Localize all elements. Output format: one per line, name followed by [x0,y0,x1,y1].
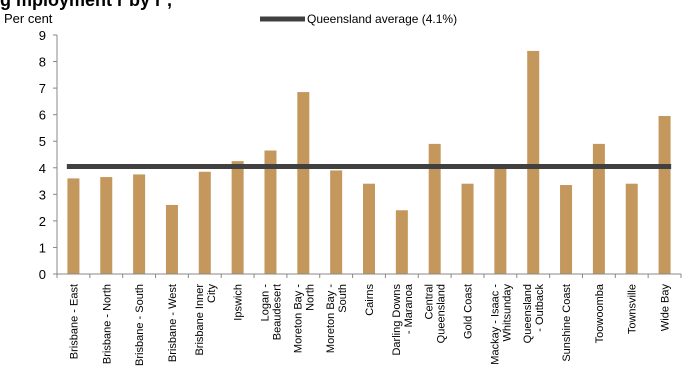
category-label-line: Toowoomba [594,283,606,343]
category-label: Moreton Bay - North [292,284,316,353]
category-label-line: Darling Downs [391,284,403,356]
category-label: Darling Downs - Maranoa [391,283,415,355]
y-tick-label: 6 [39,108,46,123]
bar [494,167,507,274]
bar [165,204,178,274]
bar [527,50,540,275]
category-label: Brisbane - North [101,284,113,364]
bar [560,185,573,274]
bar [198,171,211,274]
category-label: Ipswich [233,284,245,321]
category-label-line: Queensland [436,284,448,343]
bar [625,183,638,274]
category-label-line: North [304,284,316,311]
category-label: Queensland - Outback [522,284,546,344]
category-label-line: Beaudesert [271,284,283,340]
category-label-line: South [337,284,349,313]
bars [67,50,671,275]
y-axis: 0 1 2 3 4 5 6 7 8 9 [39,28,58,282]
bar [231,161,244,274]
bar [297,92,310,274]
category-label-line: Wide Bay [660,284,672,332]
bar [330,170,343,274]
bar [461,183,474,274]
category-label-line: Brisbane - West [167,284,179,362]
category-label-line: Mackay - Isaac - [489,284,501,365]
bar [100,177,113,274]
category-label: Moreton Bay - South [325,284,349,353]
category-label-line: Townsville [627,284,639,334]
y-tick-label: 9 [39,28,46,43]
category-label: Brisbane - East [68,284,80,359]
category-label-line: Gold Coast [463,284,475,339]
bar [395,210,408,274]
y-tick-label: 1 [39,240,46,255]
y-tick-label: 5 [39,134,46,149]
category-label-line: Moreton Bay - [325,284,337,353]
bar [658,115,671,275]
category-label-line: Sunshine Coast [561,284,573,362]
category-label-line: Brisbane - South [134,284,146,366]
category-label-line: Moreton Bay - [292,284,304,353]
chart-title-clipped: g mployment r by r , [0,0,172,10]
legend-label-queensland-average: Queensland average (4.1%) [307,12,457,26]
category-label-line: Brisbane - East [68,284,80,359]
y-axis-title: Per cent [4,11,53,26]
y-tick-label: 8 [39,55,46,70]
category-label: Wide Bay [660,284,672,332]
y-tick-label: 3 [39,187,46,202]
category-label-line: Brisbane - North [101,284,113,364]
bar [264,150,277,274]
category-label: Brisbane - South [134,284,146,366]
y-tick-label: 2 [39,214,46,229]
category-label: Brisbane Inner City [194,284,218,356]
category-label-line: - Maranoa [403,283,415,334]
category-label-line: Central [424,284,436,319]
category-label: Logan - Beaudesert [259,284,283,341]
category-label: Toowoomba [594,283,606,343]
bar [133,174,146,274]
bar [592,143,605,274]
category-label: Central Queensland [424,284,448,343]
category-label: Townsville [627,284,639,334]
category-label: Mackay - Isaac - Whitsunday [489,284,513,365]
category-label: Brisbane - West [167,284,179,362]
bar [67,178,80,274]
category-label-line: Brisbane Inner [194,284,206,356]
category-label-line: City [206,284,218,303]
category-label-line: - Outback [534,284,546,332]
category-label: Sunshine Coast [561,284,573,362]
category-label: Cairns [364,284,376,316]
category-label-line: Queensland [522,284,534,343]
category-labels: Brisbane - East Brisbane - North Brisbane … [68,283,671,366]
category-label-line: Cairns [364,284,376,316]
category-label-line: Whitsunday [501,284,513,342]
y-tick-label: 7 [39,81,46,96]
legend: Queensland average (4.1%) [260,12,457,26]
y-tick-label: 0 [39,267,46,282]
category-label-line: Ipswich [233,284,245,321]
category-label-line: Logan - [259,284,271,322]
y-tick-label: 4 [39,161,46,176]
bar [363,183,375,274]
x-axis [56,273,682,278]
category-label: Gold Coast [463,284,475,339]
bar [428,143,441,274]
